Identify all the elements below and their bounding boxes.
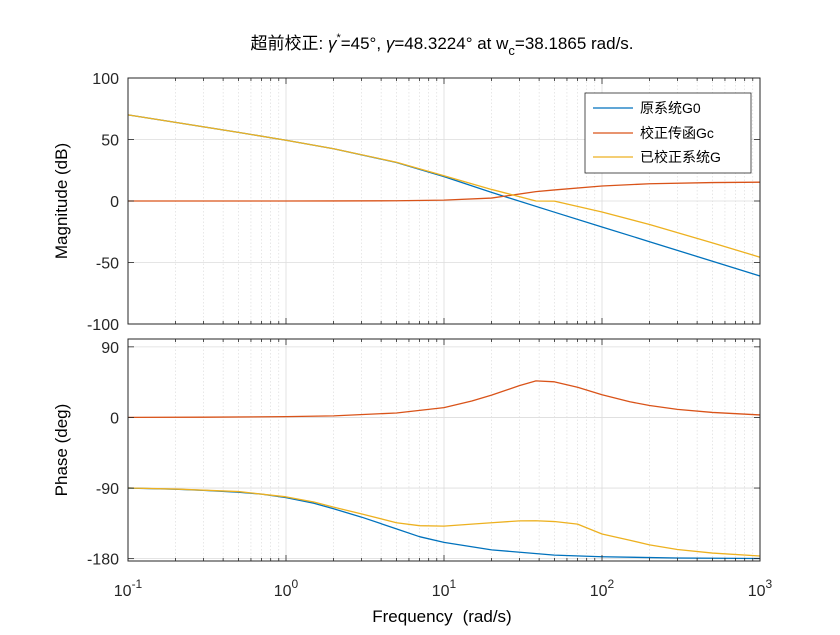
chart-title: 超前校正: γ*=45°, γ=48.3224° at wc=38.1865 r… (250, 32, 633, 58)
legend-label-gc: 校正传函Gc (640, 125, 714, 141)
magnitude-lines (127, 114, 761, 277)
phase-ticks: -180 -90 0 90 (87, 339, 761, 569)
x-tick-label: 101 (432, 577, 457, 600)
x-tick-label: 102 (590, 577, 615, 600)
magnitude-axes: -100 -50 0 50 100 Magnitude (dB) 原系统G0 校正传函G… (52, 71, 761, 334)
x-axis-label: Frequency (rad/s) (372, 607, 511, 626)
y-tick-label: 90 (101, 340, 119, 357)
y-tick-label: -90 (96, 481, 119, 498)
legend-label-g0: 原系统G0 (640, 100, 701, 116)
y-tick-label: 0 (110, 194, 119, 211)
x-tick-label: 10-1 (114, 577, 143, 600)
y-tick-label: 0 (110, 410, 119, 427)
legend-label-g: 已校正系统G (640, 149, 721, 165)
x-tick-label: 103 (748, 577, 773, 600)
phase-lines (127, 380, 761, 560)
magnitude-ticks: -100 -50 0 50 100 (87, 71, 761, 334)
phase-axes: -180 -90 0 90 Phase (deg) (52, 338, 761, 569)
series-line-1 (127, 380, 761, 419)
legend[interactable]: 原系统G0 校正传函Gc 已校正系统G (584, 92, 752, 174)
phase-ylabel: Phase (deg) (52, 404, 71, 497)
y-tick-label: 100 (92, 71, 119, 88)
y-tick-label: -50 (96, 256, 119, 273)
y-tick-label: -100 (87, 317, 119, 334)
y-tick-label: -180 (87, 552, 119, 569)
series-line-2 (127, 114, 761, 258)
series-line-2 (127, 487, 761, 557)
magnitude-ylabel: Magnitude (dB) (52, 143, 71, 259)
x-tick-labels: 10-1 100 101 102 103 (114, 577, 773, 600)
x-tick-label: 100 (274, 577, 299, 600)
y-tick-label: 50 (101, 133, 119, 150)
